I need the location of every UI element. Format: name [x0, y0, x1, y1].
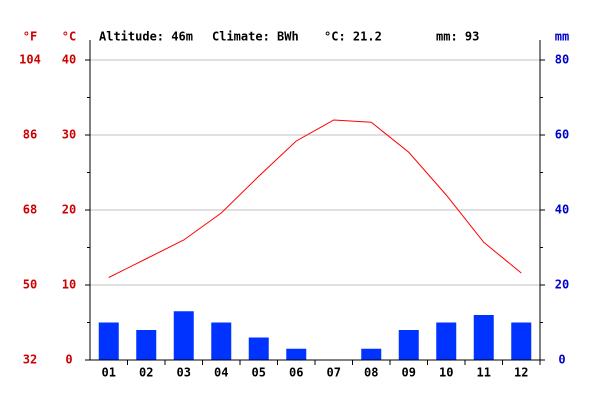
unit-c: °C — [62, 30, 76, 44]
precip-bar — [136, 330, 157, 360]
x-tick-label: 04 — [214, 366, 228, 380]
precip-bar — [286, 348, 307, 360]
altitude: Altitude: 46m — [99, 30, 193, 44]
total-precip: mm: 93 — [436, 30, 479, 44]
precip-bar — [511, 322, 532, 360]
climate: Climate: BWh — [212, 30, 299, 44]
precip-bar — [248, 337, 269, 360]
y2-tick-label: 20 — [555, 278, 569, 292]
precip-bar — [398, 330, 419, 360]
x-tick-label: 10 — [439, 366, 453, 380]
yf-tick-label: 86 — [23, 128, 37, 142]
y2-tick-label: 40 — [555, 203, 569, 217]
x-tick-label: 09 — [402, 366, 416, 380]
x-tick-label: 11 — [477, 366, 491, 380]
precip-bar — [98, 322, 119, 360]
precip-bar — [473, 315, 494, 360]
precip-bar — [211, 322, 232, 360]
y-tick-label: 30 — [62, 128, 76, 142]
y-tick-label: 40 — [62, 53, 76, 67]
temp-line — [108, 119, 522, 278]
x-tick-label: 01 — [102, 366, 116, 380]
y-tick-label: 0 — [65, 353, 72, 367]
y-tick-label: 20 — [62, 203, 76, 217]
x-tick-label: 06 — [289, 366, 303, 380]
x-tick-label: 02 — [139, 366, 153, 380]
yf-tick-label: 50 — [23, 278, 37, 292]
y-tick-label: 10 — [62, 278, 76, 292]
precip-bar — [361, 348, 382, 360]
yf-tick-label: 32 — [23, 353, 37, 367]
unit-f: °F — [23, 30, 37, 44]
mean-temp: °C: 21.2 — [324, 30, 382, 44]
y2-tick-label: 60 — [555, 128, 569, 142]
y2-tick-label: 0 — [558, 353, 565, 367]
x-tick-label: 03 — [177, 366, 191, 380]
x-tick-label: 08 — [364, 366, 378, 380]
x-tick-label: 05 — [252, 366, 266, 380]
y2-tick-label: 80 — [555, 53, 569, 67]
x-tick-label: 07 — [327, 366, 341, 380]
yf-tick-label: 104 — [19, 53, 41, 67]
unit-mm: mm — [555, 30, 569, 44]
yf-tick-label: 68 — [23, 203, 37, 217]
precip-bar — [436, 322, 457, 360]
x-tick-label: 12 — [514, 366, 528, 380]
precip-bar — [173, 311, 194, 360]
